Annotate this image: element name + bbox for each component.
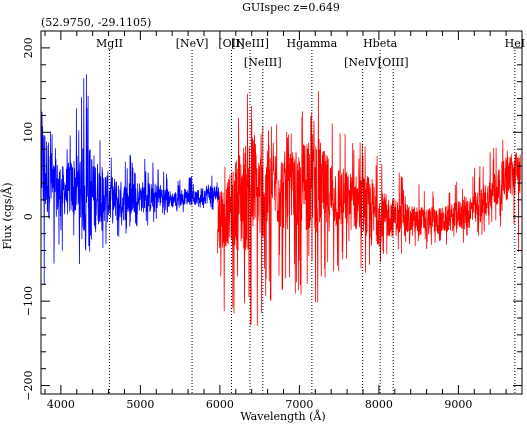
y-tick-label: 200 (22, 37, 35, 58)
data-layer (41, 74, 521, 326)
y-tick-label: −200 (22, 370, 35, 400)
line-label: [NeIII] (244, 56, 282, 69)
y-tick-label: −100 (22, 286, 35, 316)
y-tick-label: 0 (22, 213, 35, 220)
line-label: [NeIII] (231, 37, 269, 50)
line-label: Hgamma (287, 37, 338, 50)
plot-frame (40, 30, 523, 395)
y-axis-title: Flux (cgs/Å) (0, 182, 14, 249)
x-tick-label: 4000 (47, 398, 75, 411)
y-tick-label: 100 (22, 122, 35, 143)
emission-lines: MgII [NeV] [OII][NeIII] [NeIII] Hgamma [NeIV]… (96, 37, 525, 394)
spectrum-trace-2 (217, 91, 521, 326)
x-tick-label: 9000 (444, 398, 472, 411)
x-tick-label: 6000 (206, 398, 234, 411)
line-label: Hbeta (363, 37, 398, 50)
line-label: [NeV] (176, 37, 209, 50)
x-tick-label: 7000 (285, 398, 313, 411)
x-axis-title: Wavelength (Å) (240, 409, 325, 423)
chart-title: GUIspec z=0.649 (242, 1, 340, 14)
spectrum-trace-1 (41, 74, 221, 285)
x-tick-label: 5000 (126, 398, 154, 411)
line-label: HeI (505, 37, 525, 50)
line-label: [NeIV] (344, 56, 381, 69)
line-label: MgII (96, 37, 123, 50)
x-tick-label: 8000 (365, 398, 393, 411)
coordinates-label: (52.9750, -29.1105) (41, 16, 151, 29)
axes: 4000 5000 6000 7000 8000 9000 −200 −100 0 100 200 (22, 30, 523, 411)
line-label: [OIII] (378, 56, 409, 69)
line-label: [OII] (218, 37, 244, 50)
